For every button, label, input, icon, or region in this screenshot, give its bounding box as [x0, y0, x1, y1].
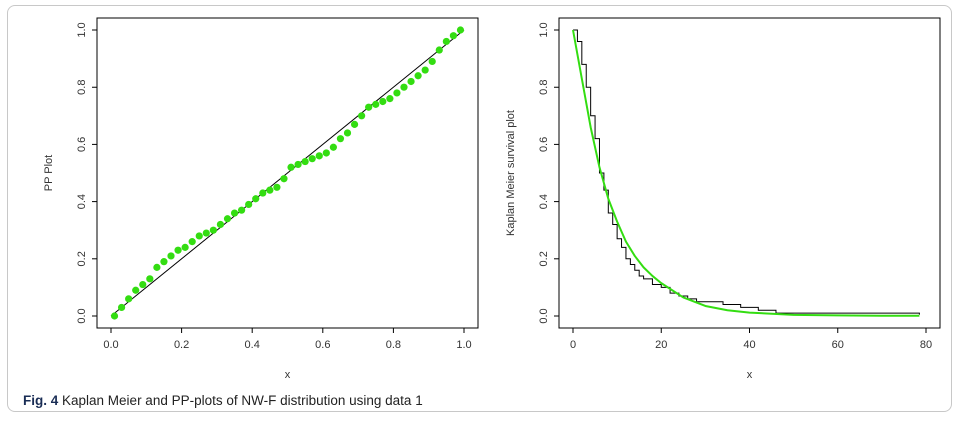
pp-point: [449, 32, 458, 40]
pp-point: [301, 157, 309, 166]
pp-point: [202, 229, 210, 237]
y-tick-label: 0.2: [538, 251, 550, 266]
y-tick-label: 0.6: [538, 137, 550, 152]
pp-point: [132, 286, 140, 294]
pp-point: [245, 200, 253, 209]
pp-point: [230, 209, 239, 217]
x-tick-label: 80: [920, 339, 932, 351]
x-tick-label: 1.0: [456, 339, 471, 351]
x-tick-label: 0: [570, 339, 576, 351]
pp-point: [350, 120, 359, 128]
y-axis-title: PP Plot: [43, 155, 55, 192]
y-tick-label: 0.6: [76, 137, 88, 152]
y-tick-label: 0.4: [538, 194, 550, 209]
figure-caption: Fig. 4 Kaplan Meier and PP-plots of NW-F…: [23, 393, 423, 408]
x-tick-label: 60: [832, 339, 844, 351]
reference-diagonal-line: [110, 29, 465, 317]
pp-point: [238, 206, 246, 214]
pp-point: [216, 220, 225, 229]
x-tick-label: 0.4: [245, 339, 260, 351]
pp-point: [117, 303, 126, 312]
pp-point: [435, 46, 443, 54]
pp-point: [315, 152, 323, 160]
pp-point: [110, 312, 119, 320]
pp-point: [223, 215, 232, 223]
pp-point: [379, 97, 387, 106]
pp-point: [287, 163, 295, 171]
y-tick-label: 0.0: [538, 308, 550, 323]
pp-point: [428, 57, 436, 66]
pp-point: [358, 112, 366, 120]
pp-point: [280, 175, 288, 183]
pp-point: [322, 149, 330, 157]
pp-point: [160, 258, 168, 266]
pp-point: [252, 195, 260, 203]
pp-point: [343, 129, 352, 137]
pp-point: [421, 66, 429, 74]
pp-point: [195, 232, 203, 240]
pp-point: [139, 280, 147, 289]
figure-canvas: 0.0 0.2 0.4 0.6 0.8 1.0 0.0 0.2 0.4 0.6 0.8 1.0 x PP …: [43, 17, 941, 381]
x-tick-label: 20: [655, 339, 667, 351]
pp-point: [209, 226, 217, 234]
y-tick-label: 0.4: [76, 194, 88, 209]
pp-point: [372, 100, 380, 108]
pp-point: [181, 243, 189, 251]
y-tick-label: 0.0: [76, 308, 88, 323]
pp-point: [386, 95, 394, 103]
y-axis-title: Kaplan Meier survival plot: [505, 110, 517, 236]
x-tick-label: 0.2: [174, 339, 189, 351]
pp-point: [365, 103, 373, 111]
pp-point: [393, 89, 401, 97]
fitted-survival-curve: [572, 29, 920, 317]
pp-point: [273, 183, 281, 191]
figure-label: Fig. 4: [23, 393, 59, 408]
figure-caption-text: Kaplan Meier and PP-plots of NW-F distri…: [58, 393, 423, 408]
x-axis-title: x: [285, 369, 291, 381]
y-tick-label: 1.0: [538, 22, 550, 37]
pp-point: [336, 135, 345, 143]
x-tick-label: 0.6: [315, 339, 330, 351]
y-tick-label: 0.8: [538, 80, 550, 95]
pp-point: [153, 263, 161, 271]
pp-point: [167, 252, 175, 260]
pp-point: [329, 143, 337, 151]
figure-frame: 0.0 0.2 0.4 0.6 0.8 1.0 0.0 0.2 0.4 0.6 0.8 1.0 x PP …: [7, 5, 952, 412]
pp-point: [442, 37, 450, 46]
y-tick-label: 0.2: [76, 251, 88, 266]
x-axis-title: x: [747, 369, 753, 381]
x-tick-label: 0.0: [103, 339, 118, 351]
pp-point: [259, 189, 267, 197]
pp-point: [308, 155, 316, 163]
pp-point: [456, 26, 465, 34]
pp-point: [294, 160, 302, 169]
pp-point: [125, 295, 133, 303]
x-tick-label: 40: [743, 339, 755, 351]
km-step-curve: [573, 29, 920, 315]
plot-frame-2: [558, 17, 941, 329]
pp-point: [188, 238, 196, 246]
pp-point: [174, 246, 182, 254]
pp-point: [146, 275, 154, 283]
pp-point: [266, 186, 274, 194]
x-tick-label: 0.8: [386, 339, 401, 351]
pp-point: [414, 72, 422, 80]
y-tick-label: 1.0: [76, 22, 88, 37]
pp-point: [400, 83, 408, 91]
y-tick-label: 0.8: [76, 80, 88, 95]
pp-point: [407, 77, 415, 86]
